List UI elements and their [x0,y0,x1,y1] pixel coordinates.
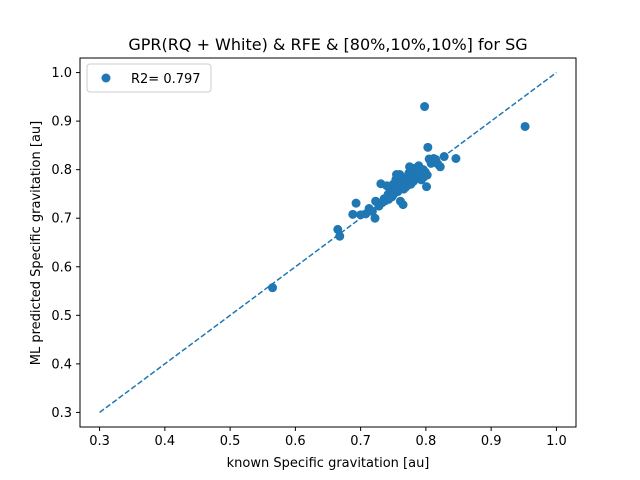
data-point [422,170,432,180]
x-tick-label: 0.4 [154,434,175,449]
y-tick-label: 0.7 [51,212,72,227]
legend: R2= 0.797 [86,63,212,93]
plot-area: 0.3 0.4 0.5 0.6 0.7 0.8 0.9 1.0 0.3 0.4 0.5 0.6 0.7 0… [51,57,577,449]
legend-label: R2= 0.797 [131,72,201,87]
x-tick-label: 0.3 [89,434,110,449]
x-tick-label: 0.6 [285,434,306,449]
data-point [439,152,449,162]
y-tick-label: 0.3 [51,406,72,421]
data-point [422,182,432,192]
data-point [370,213,380,223]
y-tick-label: 0.5 [51,309,72,324]
y-tick-label: 0.6 [51,260,72,275]
data-point [398,200,408,210]
y-axis-label: ML predicted Specific gravitation [au] [29,121,44,365]
y-tick-label: 0.9 [51,115,72,130]
chart-title: GPR(RQ + White) & RFE & [80%,10%,10%] fo… [128,35,527,54]
y-tick-label: 0.8 [51,163,72,178]
data-point [520,121,530,131]
x-tick-label: 0.5 [220,434,241,449]
axes-frame [79,57,577,428]
data-point [367,206,377,216]
x-axis-label: known Specific gravitation [au] [227,456,430,471]
y-tick-label: 0.4 [51,357,72,372]
x-tick-label: 1.0 [546,434,567,449]
y-tick-label: 1.0 [51,66,72,81]
data-point [420,102,430,112]
data-point [435,162,445,172]
data-point [333,224,343,234]
x-tick-label: 0.8 [416,434,437,449]
data-point [451,154,461,164]
data-point [268,283,278,293]
legend-box [86,63,212,93]
data-point [351,198,361,208]
data-point [348,209,358,219]
reference-line [99,71,557,414]
data-point [423,142,433,152]
x-tick-label: 0.7 [350,434,371,449]
x-tick-label: 0.9 [481,434,502,449]
legend-marker [101,73,111,83]
data-point [335,231,345,241]
